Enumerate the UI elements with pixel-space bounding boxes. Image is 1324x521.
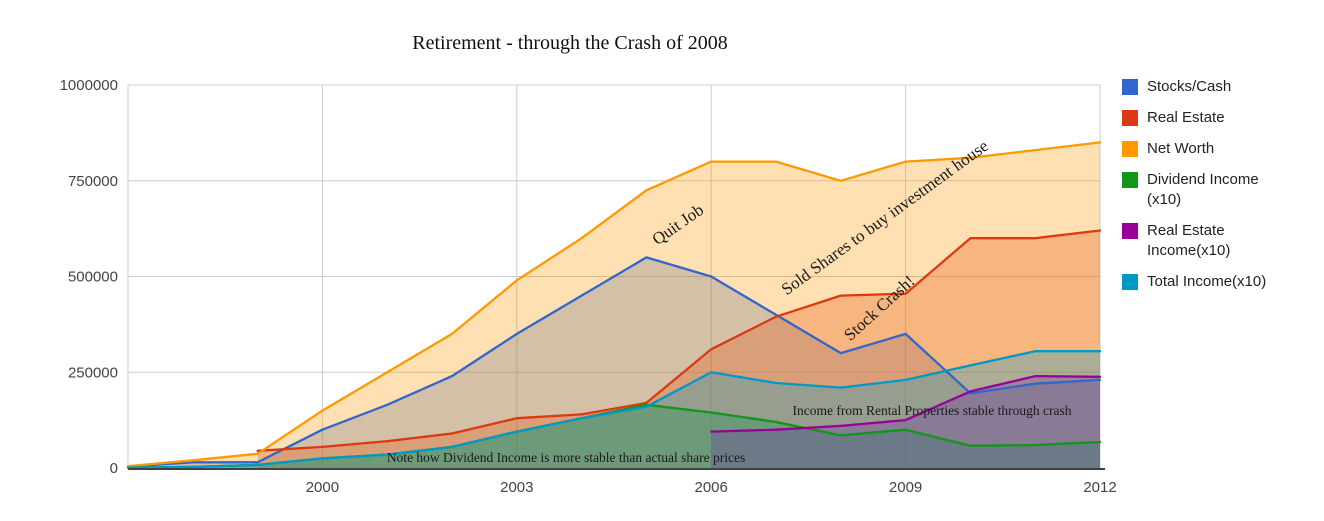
legend-swatch-icon	[1122, 274, 1138, 290]
y-axis-label: 750000	[68, 173, 118, 190]
series-area-4	[128, 404, 1100, 468]
x-axis-label: 2009	[889, 479, 922, 496]
y-axis-label: 250000	[68, 364, 118, 381]
legend-item-4[interactable]: Dividend Income (x10)	[1122, 170, 1322, 210]
chart-title: Retirement - through the Crash of 2008	[412, 32, 728, 54]
series-area-2	[257, 230, 1101, 468]
series-line-2	[256, 229, 1102, 452]
series-area-6	[128, 351, 1100, 468]
y-axis-label: 500000	[68, 269, 118, 286]
legend-item-5[interactable]: Real Estate Income(x10)	[1122, 221, 1322, 261]
x-axis-label: 2000	[306, 479, 339, 496]
legend-swatch-icon	[1122, 172, 1138, 188]
x-axis-label: 2003	[500, 479, 533, 496]
legend-swatch-icon	[1122, 79, 1138, 95]
series-line-6	[126, 350, 1102, 469]
x-axis-label: 2012	[1083, 479, 1116, 496]
x-axis-label: 2006	[695, 479, 728, 496]
series-line-1	[126, 256, 1102, 468]
series-area-1	[128, 257, 1100, 468]
chart-legend: Stocks/Cash Real Estate Net Worth Dividend …	[1122, 77, 1322, 303]
legend-label: Net Worth	[1147, 140, 1215, 157]
legend-label: Dividend Income (x10)	[1147, 171, 1259, 208]
chart-annotation: Note how Dividend Income is more stable …	[387, 450, 745, 465]
legend-item-6[interactable]: Total Income(x10)	[1122, 272, 1322, 292]
legend-item-1[interactable]: Stocks/Cash	[1122, 77, 1322, 97]
legend-swatch-icon	[1122, 141, 1138, 157]
legend-swatch-icon	[1122, 223, 1138, 239]
legend-swatch-icon	[1122, 110, 1138, 126]
y-axis-label: 0	[110, 460, 118, 477]
series-line-5	[710, 374, 1102, 433]
legend-label: Stocks/Cash	[1147, 78, 1232, 95]
series-line-3	[126, 141, 1102, 468]
legend-item-3[interactable]: Net Worth	[1122, 139, 1322, 159]
legend-label: Real Estate	[1147, 109, 1225, 126]
legend-label: Total Income(x10)	[1147, 273, 1267, 290]
y-axis-label: 1000000	[60, 77, 118, 94]
chart-annotation: Income from Rental Properties stable thr…	[793, 403, 1072, 418]
legend-label: Real Estate Income(x10)	[1147, 222, 1231, 259]
legend-item-2[interactable]: Real Estate	[1122, 108, 1322, 128]
